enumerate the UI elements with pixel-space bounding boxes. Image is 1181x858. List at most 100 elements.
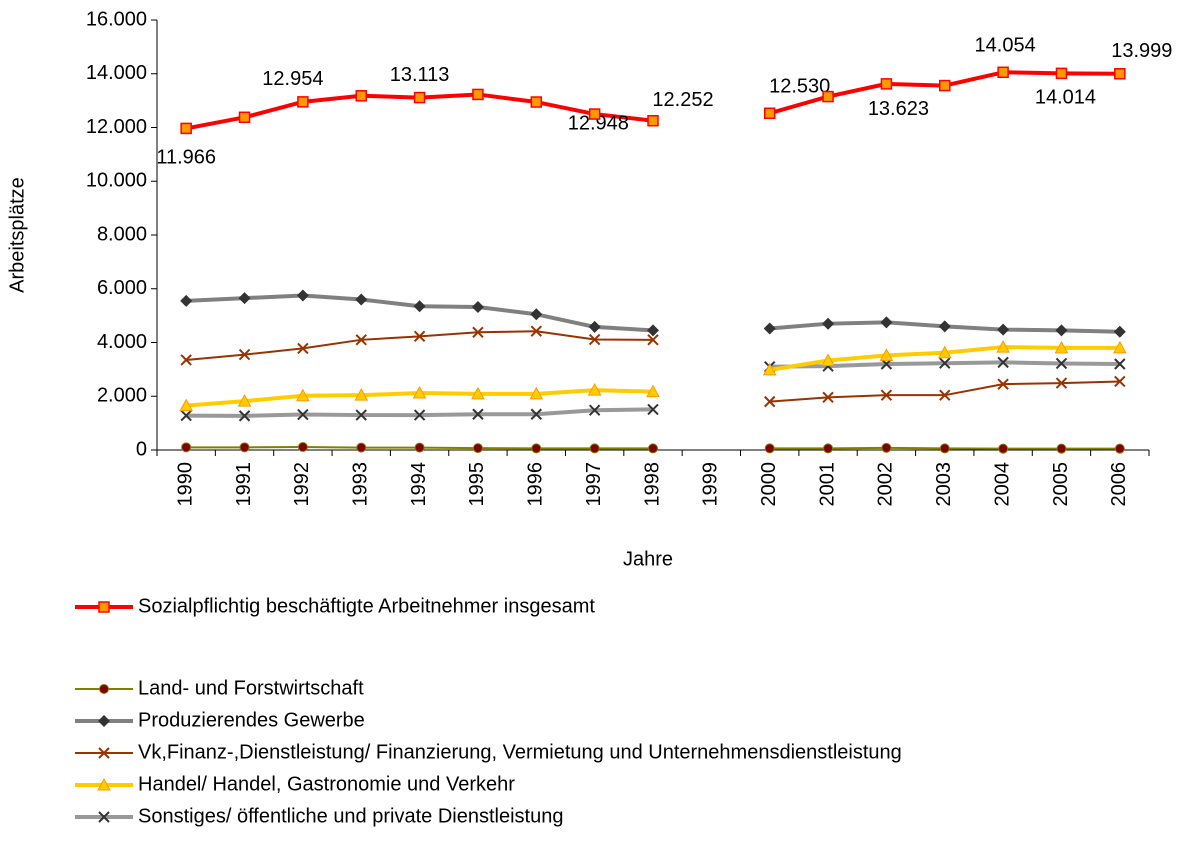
data-point bbox=[530, 325, 543, 337]
data-point bbox=[764, 443, 775, 454]
y-tick-label: 14.000 bbox=[86, 62, 147, 84]
data-point bbox=[996, 340, 1010, 353]
data-point bbox=[412, 385, 427, 399]
data-point bbox=[296, 289, 309, 302]
data-point bbox=[180, 294, 193, 307]
data-point bbox=[471, 386, 485, 400]
data-point bbox=[238, 348, 251, 361]
data-label: 14.054 bbox=[975, 35, 1036, 57]
data-label: 12.948 bbox=[568, 112, 629, 134]
data-point bbox=[413, 409, 426, 421]
data-point bbox=[1113, 325, 1126, 338]
data-label: 12.252 bbox=[652, 89, 713, 111]
data-point bbox=[647, 334, 659, 346]
legend-label: Produzierendes Gewerbe bbox=[138, 709, 365, 731]
data-point bbox=[763, 107, 776, 120]
data-point bbox=[1055, 377, 1068, 389]
data-point bbox=[939, 357, 951, 369]
data-point bbox=[472, 408, 484, 420]
data-point bbox=[413, 91, 426, 104]
data-point bbox=[530, 408, 543, 420]
data-point bbox=[1056, 443, 1067, 454]
data-point bbox=[589, 443, 600, 454]
data-point bbox=[762, 362, 777, 376]
legend-label: Handel/ Handel, Gastronomie und Verkehr bbox=[138, 773, 515, 795]
y-tick-label: 16.000 bbox=[86, 8, 147, 30]
x-tick-label: 1991 bbox=[233, 462, 255, 507]
y-axis-label: Arbeitsplätze bbox=[6, 177, 28, 293]
data-point bbox=[822, 391, 834, 404]
data-point bbox=[354, 388, 369, 401]
x-tick-label: 1997 bbox=[583, 462, 605, 507]
data-point bbox=[588, 404, 601, 416]
data-point bbox=[472, 326, 484, 338]
data-point bbox=[413, 330, 426, 343]
x-tick-label: 1992 bbox=[291, 462, 313, 507]
data-point bbox=[471, 301, 484, 314]
x-tick-label: 1993 bbox=[350, 462, 372, 507]
data-point bbox=[588, 108, 601, 120]
data-point bbox=[297, 342, 309, 355]
data-point bbox=[296, 388, 310, 402]
data-point bbox=[647, 403, 659, 416]
x-tick-label: 1990 bbox=[174, 462, 196, 507]
y-tick-label: 0 bbox=[136, 438, 147, 460]
data-point bbox=[238, 111, 251, 124]
legend-marker bbox=[99, 684, 109, 694]
data-point bbox=[938, 320, 951, 333]
y-tick-label: 2.000 bbox=[97, 385, 147, 407]
data-label: 12.954 bbox=[262, 68, 323, 90]
data-point bbox=[881, 442, 892, 453]
data-point bbox=[529, 386, 544, 400]
data-point bbox=[646, 384, 660, 398]
data-point bbox=[530, 96, 543, 108]
data-point bbox=[1114, 375, 1126, 388]
data-point bbox=[939, 389, 951, 401]
y-tick-label: 4.000 bbox=[97, 331, 147, 353]
data-point bbox=[355, 334, 367, 346]
data-point bbox=[180, 409, 192, 422]
x-tick-label: 2001 bbox=[816, 462, 838, 507]
data-point bbox=[997, 356, 1009, 369]
data-point bbox=[937, 345, 952, 359]
data-point bbox=[414, 442, 425, 453]
data-point bbox=[588, 333, 601, 346]
data-point bbox=[997, 378, 1009, 390]
data-point bbox=[939, 443, 950, 454]
data-point bbox=[823, 443, 834, 454]
data-point bbox=[531, 443, 542, 454]
data-label: 11.966 bbox=[156, 147, 216, 169]
x-tick-label: 2004 bbox=[991, 462, 1013, 507]
data-point bbox=[588, 320, 601, 333]
data-point bbox=[413, 300, 426, 313]
data-point bbox=[472, 443, 483, 454]
data-point bbox=[880, 316, 893, 329]
data-point bbox=[237, 394, 252, 407]
data-point bbox=[822, 90, 834, 103]
data-point bbox=[1114, 68, 1126, 80]
x-tick-label: 1996 bbox=[525, 462, 547, 507]
y-tick-label: 6.000 bbox=[97, 277, 147, 299]
data-point bbox=[879, 348, 894, 361]
x-tick-label: 1999 bbox=[700, 462, 722, 507]
x-tick-label: 2006 bbox=[1108, 462, 1130, 507]
data-point bbox=[355, 409, 367, 421]
data-point bbox=[530, 308, 543, 321]
data-point bbox=[1055, 357, 1068, 370]
data-label: 14.014 bbox=[1035, 87, 1096, 109]
y-tick-label: 12.000 bbox=[86, 116, 147, 138]
data-point bbox=[880, 78, 893, 90]
data-point bbox=[1054, 340, 1069, 354]
x-tick-label: 2000 bbox=[758, 462, 780, 507]
y-tick-label: 10.000 bbox=[86, 170, 147, 192]
data-point bbox=[238, 292, 251, 305]
x-tick-label: 1994 bbox=[408, 462, 430, 507]
legend-label: Sonstiges/ öffentliche und private Diens… bbox=[138, 805, 563, 827]
data-point bbox=[647, 114, 659, 127]
x-axis-label: Jahre bbox=[623, 548, 673, 570]
x-tick-label: 2002 bbox=[875, 462, 897, 507]
data-point bbox=[297, 408, 309, 421]
data-point bbox=[297, 442, 308, 453]
data-point bbox=[939, 79, 951, 92]
